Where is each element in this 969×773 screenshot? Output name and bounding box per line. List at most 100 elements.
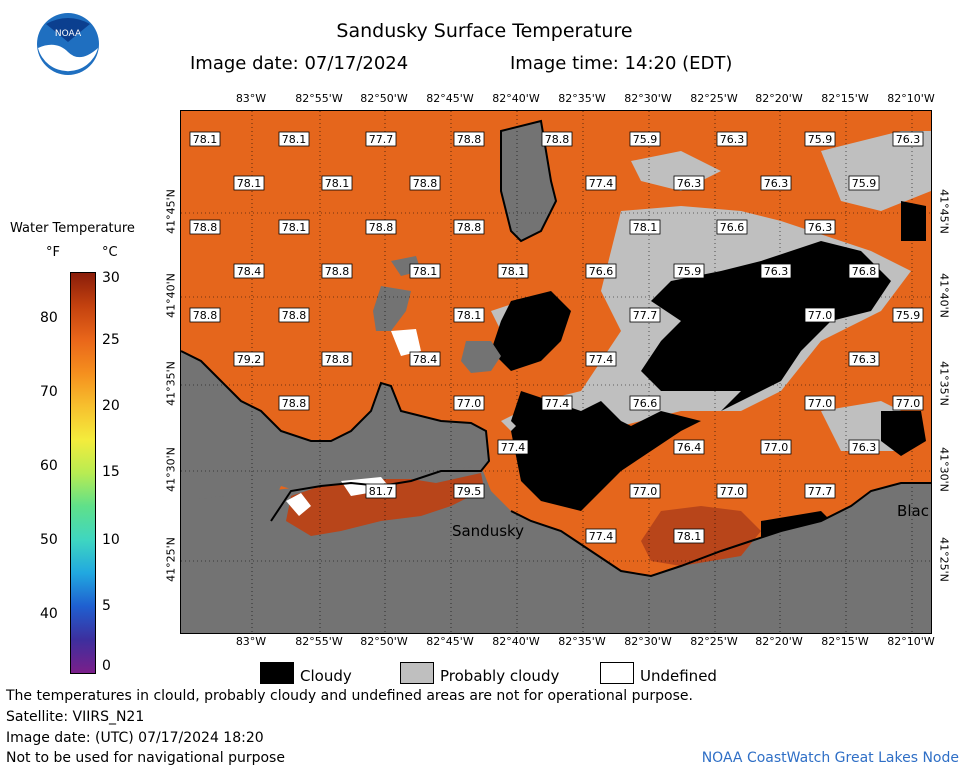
page-title: Sandusky Surface Temperature [336,20,633,42]
temperature-label-box [278,219,310,235]
place-labels: Sandusky Blac [452,502,929,540]
temperature-label-box [189,307,221,323]
footer-credit: NOAA CoastWatch Great Lakes Node [701,750,959,766]
grid-lines [181,111,931,633]
temperature-label: 78.8 [545,133,570,146]
temperature-label-box [453,483,485,499]
temperature-label: 76.3 [808,221,833,234]
temperature-label: 78.1 [413,265,438,278]
temperature-label: 77.0 [720,485,745,498]
temperature-label-box [673,439,705,455]
noaa-logo-text: NOAA [55,29,82,39]
temperature-map: 78.1 78.1 77.7 78.8 78.8 75.9 76.3 75.9 76.3 78.1… [180,110,932,634]
temperature-label: 78.4 [413,353,438,366]
temperature-label-box [233,263,265,279]
temperature-label: 78.1 [193,133,218,146]
temperature-label: 78.1 [633,221,658,234]
temperature-label: 77.0 [457,397,482,410]
temperature-label-box [673,175,705,191]
temperature-label-box [629,395,661,411]
temperature-label: 77.4 [545,397,570,410]
temperature-label-box [453,395,485,411]
temperature-label: 78.1 [282,221,307,234]
top-longitude-tick-4: 82°40'W [492,92,540,105]
bottom-longitude-tick-7: 82°25'W [690,635,738,648]
temperature-label-box [629,307,661,323]
temperature-label: 75.9 [677,265,702,278]
c-tick-25: 25 [102,332,120,348]
legend-cloudy-swatch [260,662,294,684]
temperature-label: 78.8 [369,221,394,234]
temperature-label-box [585,175,617,191]
temperature-label-box [233,351,265,367]
temperature-label-box [629,483,661,499]
temperature-label: 77.4 [589,353,614,366]
temperature-label: 76.3 [677,177,702,190]
temperature-label-box [892,307,924,323]
temperature-label: 78.1 [457,309,482,322]
temperature-label-box [453,307,485,323]
temperature-label: 78.8 [193,221,218,234]
bottom-longitude-tick-4: 82°40'W [492,635,540,648]
footer-utc-date: Image date: (UTC) 07/17/2024 18:20 [6,730,264,746]
temperature-label: 78.8 [282,397,307,410]
temperature-label: 78.4 [237,265,262,278]
temperature-label: 76.6 [589,265,614,278]
top-longitude-tick-5: 82°35'W [558,92,606,105]
temperature-label: 75.9 [852,177,877,190]
f-tick-80: 80 [40,310,58,326]
cloudy-areas [491,201,926,541]
place-label: Sandusky [452,522,524,540]
c-tick-30: 30 [102,270,120,286]
temperature-label-box [365,219,397,235]
top-longitude-tick-0: 83°W [235,92,267,105]
temperature-label: 77.7 [808,485,833,498]
left-latitude-tick-0: 41°45'N [164,189,178,234]
temperature-label: 75.9 [896,309,921,322]
left-latitude-tick-1: 41°40'N [164,273,178,318]
temperature-label-box [278,131,310,147]
temperature-label-box [848,439,880,455]
footer-satellite: Satellite: VIIRS_N21 [6,709,145,725]
temperature-label: 76.4 [677,441,702,454]
bottom-longitude-tick-8: 82°20'W [755,635,803,648]
temperature-label: 76.6 [720,221,745,234]
temperature-label-box [409,263,441,279]
temperature-label-box [848,175,880,191]
f-tick-40: 40 [40,606,58,622]
top-longitude-tick-8: 82°20'W [755,92,803,105]
f-tick-60: 60 [40,458,58,474]
temperature-label-box [497,263,529,279]
temperature-label-box [673,263,705,279]
temperature-label-box [716,483,748,499]
temperature-label: 78.1 [237,177,262,190]
temperature-label: 78.8 [193,309,218,322]
c-tick-15: 15 [102,464,120,480]
temperature-label: 78.8 [325,353,350,366]
temperature-label-box [585,528,617,544]
temperature-label: 78.1 [501,265,526,278]
legend-undefined-swatch [600,662,634,684]
temperature-label: 79.5 [457,485,482,498]
temperature-label-box [585,263,617,279]
colorbar-unit-f: °F [46,245,60,260]
c-tick-5: 5 [102,598,111,614]
temperature-label: 75.9 [808,133,833,146]
temperature-label: 77.4 [589,530,614,543]
footer-disclaimer: The temperatures in clould, probably clo… [6,688,693,704]
temperature-label-box [278,307,310,323]
temperature-label-box [848,351,880,367]
temperature-labels: 78.1 78.1 77.7 78.8 78.8 75.9 76.3 75.9 76.3 78.1… [189,131,924,544]
temperature-label: 78.8 [413,177,438,190]
temperature-label-box [233,175,265,191]
right-latitude-tick-1: 41°40'N [937,273,951,318]
temperature-label: 77.0 [808,397,833,410]
temperature-label: 78.1 [677,530,702,543]
right-latitude-tick-3: 41°30'N [937,447,951,492]
right-latitude-tick-0: 41°45'N [937,189,951,234]
f-tick-70: 70 [40,384,58,400]
temperature-label-box [541,395,573,411]
legend-probably-cloudy-label: Probably cloudy [440,667,560,685]
image-date: Image date: 07/17/2024 [190,53,409,74]
temperature-label: 76.3 [764,177,789,190]
